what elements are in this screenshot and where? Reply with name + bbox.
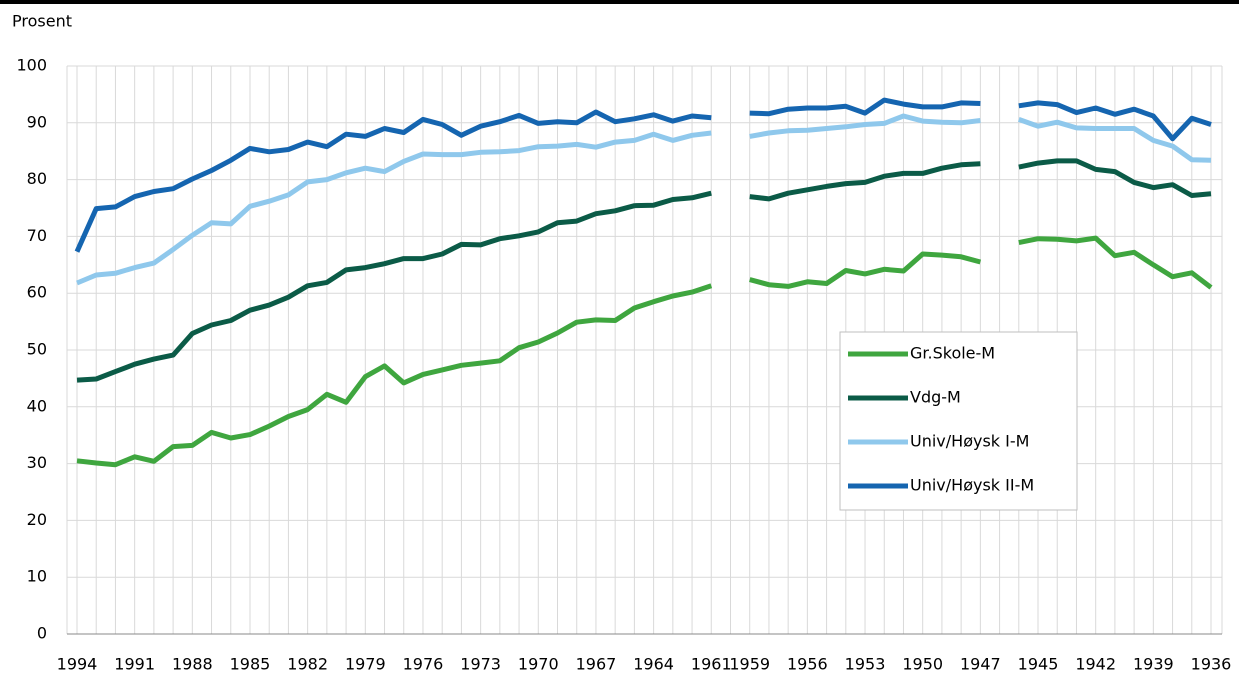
- y-tick-label: 70: [27, 226, 47, 245]
- x-tick-label: 1973: [460, 655, 501, 674]
- y-tick-label: 80: [27, 169, 47, 188]
- legend-label: Univ/Høysk I-M: [910, 432, 1029, 451]
- x-tick-label: 1945: [1018, 655, 1059, 674]
- x-tick-label: 1979: [345, 655, 386, 674]
- legend-box: [839, 331, 1078, 511]
- y-tick-label: 60: [27, 283, 47, 302]
- y-tick-label: 100: [16, 56, 47, 75]
- y-tick-label: 10: [27, 567, 47, 586]
- y-tick-label: 90: [27, 112, 47, 131]
- x-tick-label: 1961: [691, 655, 732, 674]
- top-rule: [0, 0, 1239, 4]
- x-tick-label: 1994: [57, 655, 98, 674]
- x-tick-label: 1956: [787, 655, 828, 674]
- y-tick-label: 40: [27, 396, 47, 415]
- x-tick-label: 1947: [960, 655, 1001, 674]
- x-tick-label: 1967: [576, 655, 617, 674]
- x-tick-label: 1970: [518, 655, 559, 674]
- x-tick-label: 1953: [845, 655, 886, 674]
- series-line: [76, 113, 1212, 286]
- legend-label: Univ/Høysk II-M: [910, 476, 1034, 495]
- y-tick-label: 20: [27, 510, 47, 529]
- y-tick-label: 50: [27, 340, 47, 359]
- x-tick-label: 1964: [633, 655, 674, 674]
- x-tick-label: 1950: [902, 655, 943, 674]
- y-axis-label: Prosent: [12, 12, 72, 31]
- y-tick-label: 30: [27, 453, 47, 472]
- series-line: [76, 158, 1212, 383]
- x-tick-label: 1976: [403, 655, 444, 674]
- x-tick-label: 1936: [1191, 655, 1232, 674]
- x-tick-label: 1939: [1133, 655, 1174, 674]
- legend-label: Gr.Skole-M: [910, 344, 995, 363]
- series-line: [76, 235, 1213, 468]
- x-tick-label: 1982: [287, 655, 328, 674]
- x-tick-label: 1988: [172, 655, 213, 674]
- legend-label: Vdg-M: [910, 388, 961, 407]
- x-tick-label: 1959: [729, 655, 770, 674]
- y-tick-label: 0: [37, 624, 47, 643]
- x-tick-label: 1942: [1075, 655, 1116, 674]
- series-line: [74, 97, 1212, 253]
- x-tick-label: 1991: [114, 655, 155, 674]
- x-tick-label: 1985: [230, 655, 271, 674]
